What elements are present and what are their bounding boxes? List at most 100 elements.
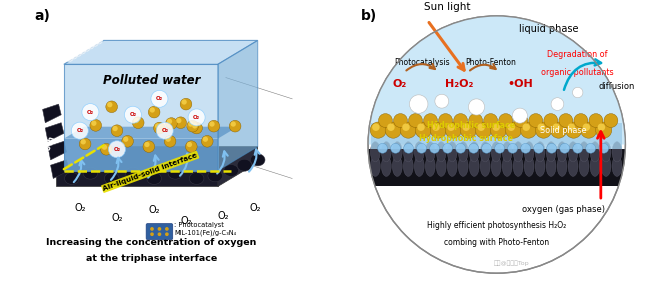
Circle shape [154,122,165,134]
Ellipse shape [502,156,512,176]
Circle shape [144,142,150,147]
Circle shape [181,99,186,105]
Text: O₂: O₂ [148,205,160,215]
Ellipse shape [513,142,523,162]
Circle shape [409,95,428,113]
Circle shape [202,135,213,147]
Circle shape [210,122,215,127]
Circle shape [158,232,161,236]
Circle shape [559,114,573,127]
Text: Increasing the concentration of oxygen: Increasing the concentration of oxygen [46,238,256,247]
Ellipse shape [491,142,501,162]
Polygon shape [64,127,238,139]
Circle shape [109,141,125,158]
Circle shape [72,47,82,57]
Ellipse shape [557,142,567,162]
Circle shape [469,114,482,127]
Text: Hȳdrophilic surface: Hȳdrophilic surface [427,121,515,130]
Ellipse shape [126,167,140,179]
Circle shape [229,120,241,132]
Circle shape [111,125,123,137]
Ellipse shape [568,156,578,176]
Circle shape [167,119,172,124]
Circle shape [512,108,527,123]
Circle shape [599,143,609,153]
Circle shape [507,123,515,131]
Text: diffusion: diffusion [598,82,635,91]
Polygon shape [365,149,628,186]
Ellipse shape [382,156,391,176]
Ellipse shape [568,142,578,162]
Polygon shape [56,171,218,186]
Ellipse shape [415,156,424,176]
Circle shape [455,143,465,153]
Circle shape [101,143,112,155]
Polygon shape [218,40,258,171]
Circle shape [581,122,597,138]
Circle shape [573,87,583,98]
Circle shape [391,143,401,153]
Circle shape [469,143,478,153]
Circle shape [123,137,129,142]
Circle shape [81,42,91,52]
Ellipse shape [403,142,413,162]
Circle shape [71,122,88,139]
Text: O₂: O₂ [193,115,200,120]
Circle shape [372,123,380,131]
Text: O₂: O₂ [249,203,261,213]
Ellipse shape [612,142,622,162]
Ellipse shape [601,142,611,162]
Text: Carbon
cloth: Carbon cloth [30,126,59,162]
Circle shape [567,123,575,131]
Circle shape [521,122,536,138]
Circle shape [150,107,155,113]
Circle shape [482,143,492,153]
Polygon shape [45,123,64,141]
Circle shape [90,119,101,131]
Circle shape [523,123,530,131]
Ellipse shape [590,142,600,162]
Circle shape [156,122,173,139]
Circle shape [378,143,387,153]
Circle shape [94,35,103,44]
Ellipse shape [237,159,252,171]
Circle shape [529,114,543,127]
Text: O₂: O₂ [76,128,83,133]
Circle shape [91,121,96,126]
Text: O₂: O₂ [156,96,163,101]
Circle shape [443,143,453,153]
Text: liquid phase: liquid phase [519,24,579,34]
Ellipse shape [502,142,512,162]
Circle shape [492,123,500,131]
Circle shape [415,122,432,138]
Text: •OH: •OH [507,79,532,89]
Circle shape [534,143,544,153]
Ellipse shape [425,142,435,162]
Polygon shape [43,104,61,123]
Circle shape [460,122,476,138]
Circle shape [404,143,413,153]
Polygon shape [48,141,67,160]
Circle shape [469,99,484,115]
Ellipse shape [370,142,380,162]
Ellipse shape [480,156,490,176]
Circle shape [175,117,186,129]
Circle shape [151,90,168,107]
Circle shape [186,120,198,132]
Ellipse shape [370,156,380,176]
Text: O₂: O₂ [217,211,229,221]
Ellipse shape [425,156,435,176]
Text: H₂O₂: H₂O₂ [445,79,473,89]
Polygon shape [64,139,218,171]
Circle shape [432,123,440,131]
Circle shape [107,102,113,107]
Circle shape [385,122,401,138]
Circle shape [499,114,513,127]
Circle shape [65,53,74,62]
Ellipse shape [579,156,589,176]
Ellipse shape [392,142,402,162]
Circle shape [155,123,160,129]
Ellipse shape [513,156,523,176]
Ellipse shape [469,156,479,176]
FancyBboxPatch shape [146,224,173,240]
